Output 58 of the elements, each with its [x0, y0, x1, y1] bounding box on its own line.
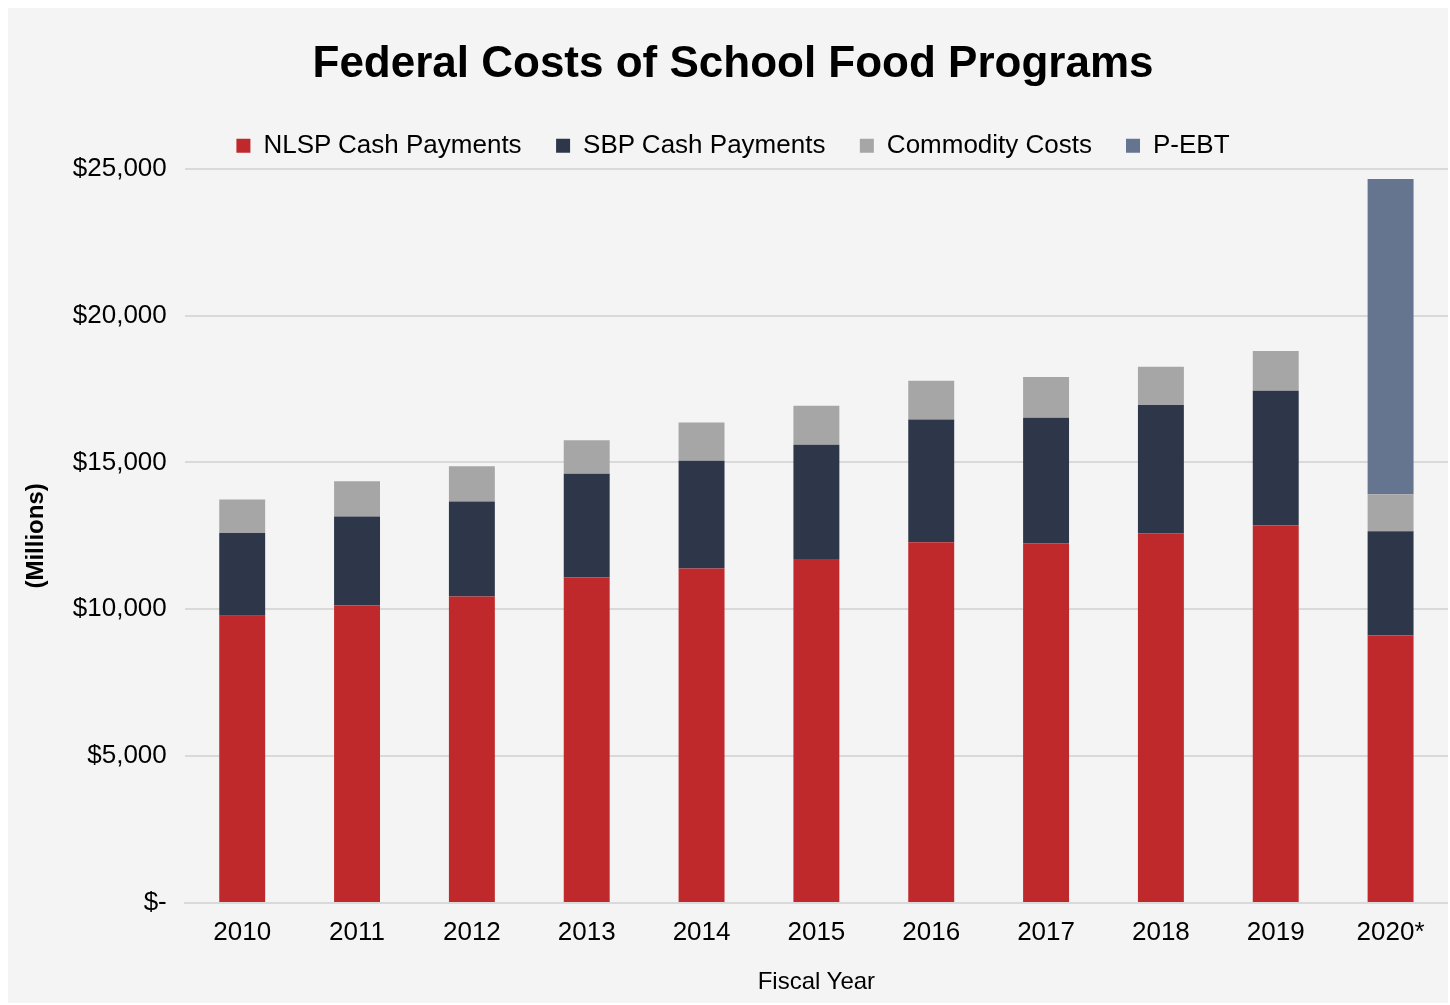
bar — [908, 380, 955, 420]
bar — [908, 419, 955, 543]
bar — [1252, 350, 1299, 391]
bar — [563, 577, 610, 902]
x-axis-title: Fiscal Year — [757, 967, 876, 995]
y-tick-label: $15,000 — [72, 445, 167, 476]
y-tick-label: $- — [143, 886, 167, 917]
x-tick-label: 2017 — [1017, 915, 1075, 946]
x-tick-label: 2010 — [213, 915, 272, 946]
bar — [219, 615, 266, 902]
bar — [678, 568, 725, 902]
x-tick-label: 2013 — [557, 915, 616, 946]
x-tick-label: 2018 — [1131, 915, 1190, 946]
bar — [219, 532, 266, 616]
y-axis-title: (Millions) — [21, 483, 49, 589]
bar — [678, 422, 725, 461]
bar — [908, 542, 955, 902]
bar — [448, 466, 495, 502]
bar — [334, 516, 381, 606]
bar — [678, 460, 725, 569]
bar — [334, 605, 381, 902]
bar — [448, 596, 495, 902]
y-tick-label: $5,000 — [87, 739, 167, 770]
bar — [563, 473, 610, 578]
y-tick-label: $25,000 — [72, 151, 167, 182]
bar — [334, 481, 381, 517]
chart-title: Federal Costs of School Food Programs — [312, 36, 1154, 86]
legend-label: SBP Cash Payments — [583, 128, 826, 159]
legend-label: P-EBT — [1153, 128, 1230, 159]
bar — [448, 501, 495, 597]
x-tick-label: 2012 — [442, 915, 501, 946]
bar — [219, 499, 266, 533]
bar — [1367, 179, 1414, 495]
x-tick-label: 2015 — [787, 915, 846, 946]
y-tick-label: $20,000 — [72, 298, 167, 329]
y-tick-label: $10,000 — [72, 592, 167, 623]
bar — [1023, 417, 1070, 544]
x-tick-label: 2020* — [1356, 915, 1425, 946]
bar — [1252, 390, 1299, 526]
bar — [793, 405, 840, 445]
bar — [1023, 543, 1070, 902]
legend-label: Commodity Costs — [886, 128, 1093, 159]
x-tick-label: 2011 — [329, 915, 385, 946]
x-tick-label: 2014 — [672, 915, 731, 946]
bar — [793, 444, 840, 560]
bar — [793, 559, 840, 902]
bar — [1137, 366, 1184, 405]
bar — [1367, 635, 1414, 902]
bar — [1367, 531, 1414, 636]
bar — [1367, 494, 1414, 532]
bar — [1252, 525, 1299, 902]
bar — [1137, 404, 1184, 534]
bar — [1137, 533, 1184, 902]
x-tick-label: 2016 — [902, 915, 961, 946]
bar — [563, 440, 610, 474]
bar — [1023, 377, 1070, 418]
legend-label: NLSP Cash Payments — [263, 128, 522, 159]
x-tick-label: 2019 — [1246, 915, 1305, 946]
